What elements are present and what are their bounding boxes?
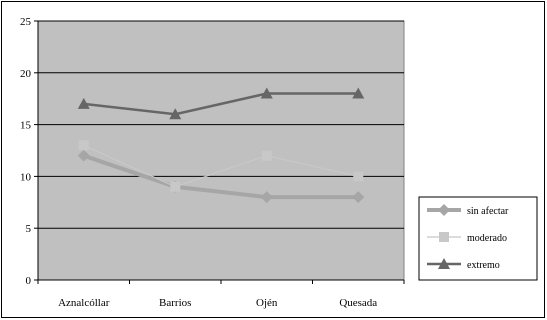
marker-extremo: [260, 87, 273, 99]
x-tick-label: Ojén: [256, 297, 278, 309]
legend-label-moderado: moderado: [467, 233, 507, 244]
marker-moderado: [353, 171, 364, 182]
x-tick-label: Barrios: [159, 297, 191, 309]
marker-extremo: [77, 97, 90, 109]
series-line-moderado: [83, 144, 359, 188]
x-tick-label: Aznalcóllar: [58, 297, 110, 309]
series-line-sin-afectar: [83, 153, 359, 200]
marker-sin-afectar: [260, 191, 273, 204]
marker-sin-afectar: [352, 191, 365, 204]
marker-extremo: [352, 87, 365, 99]
y-tick-label: 5: [26, 223, 32, 235]
marker-moderado: [170, 181, 181, 192]
y-tick-label: 20: [20, 68, 32, 80]
y-tick-label: 0: [26, 275, 32, 287]
marker-moderado: [261, 150, 272, 161]
legend-marker-moderado: [439, 232, 449, 242]
legend-label-sin-afectar: sin afectar: [467, 206, 509, 217]
y-tick-label: 10: [20, 171, 32, 183]
series-line-extremo: [83, 92, 359, 116]
legend-label-extremo: extremo: [467, 260, 500, 271]
marker-moderado: [78, 140, 89, 151]
y-tick-label: 25: [20, 16, 32, 28]
plot-area: [37, 20, 405, 281]
x-tick-label: Quesada: [339, 297, 377, 309]
y-tick-label: 15: [20, 120, 32, 132]
marker-sin-afectar: [77, 149, 90, 162]
marker-extremo: [169, 108, 182, 120]
legend-marker-extremo: [438, 258, 450, 269]
legend-marker-sin-afectar: [438, 204, 450, 216]
